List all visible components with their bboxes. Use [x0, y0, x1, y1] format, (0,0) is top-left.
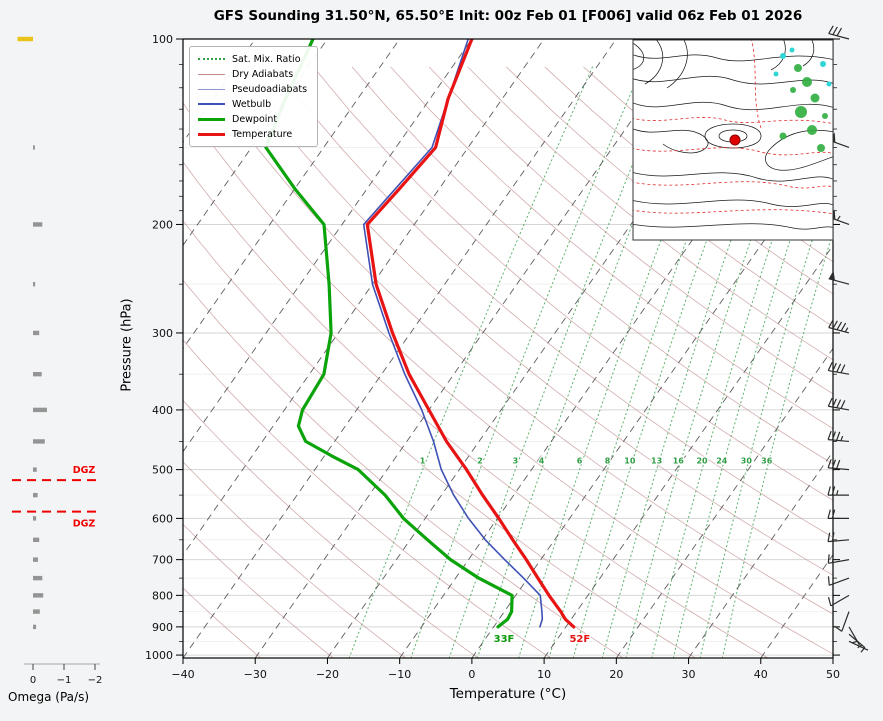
legend-item-pseudoadiabat: Pseudoadiabats: [198, 83, 307, 95]
svg-text:10: 10: [537, 668, 551, 681]
svg-text:DGZ: DGZ: [73, 519, 96, 530]
legend-line-sample-wetbulb: [198, 103, 225, 105]
wind-barb: [848, 640, 869, 653]
svg-text:300: 300: [152, 327, 173, 340]
wind-barb: [827, 509, 849, 519]
wind-barb: [827, 594, 850, 607]
legend-line-sample-temperature: [198, 132, 225, 136]
x-axis-label: Temperature (°C): [449, 686, 567, 702]
svg-text:40: 40: [754, 668, 768, 681]
legend-label: Sat. Mix. Ratio: [232, 53, 301, 65]
svg-text:13: 13: [651, 457, 662, 466]
svg-text:30: 30: [682, 668, 696, 681]
wind-barb: [827, 362, 850, 375]
wind-barb: [827, 430, 850, 443]
svg-text:800: 800: [152, 589, 173, 602]
legend-item-dryadiabat: Dry Adiabats: [198, 68, 307, 80]
svg-text:0: 0: [30, 675, 36, 686]
surface-value-labels: 33F 52F: [493, 633, 592, 646]
svg-text:4: 4: [539, 457, 545, 466]
omega-panel: 0 −1 −2: [17, 36, 103, 686]
legend-line-sample-dewpoint: [198, 117, 225, 121]
svg-text:−2: −2: [88, 675, 103, 686]
svg-text:700: 700: [152, 554, 173, 567]
axes: −40 −30 −20 −10 0 10 20 30 40 50 100 200 300 400 500 60…: [145, 33, 840, 681]
svg-text:6: 6: [577, 457, 583, 466]
wind-barb: [827, 397, 850, 411]
svg-text:500: 500: [152, 464, 173, 477]
inset-map: [632, 39, 834, 241]
mixing-ratio-labels: 1 2 3 4 6 8 10 13 16 20 24 30 36: [418, 455, 773, 467]
wind-barb: [828, 319, 850, 334]
svg-text:3: 3: [513, 457, 519, 466]
legend-label: Temperature: [232, 128, 293, 140]
svg-text:−40: −40: [171, 668, 194, 681]
station-location-dot: [729, 134, 741, 146]
svg-text:2: 2: [477, 457, 483, 466]
svg-text:−1: −1: [57, 675, 72, 686]
dewpoint-line: [264, 39, 514, 629]
svg-text:1000: 1000: [145, 649, 173, 662]
dgz-markers: DGZ DGZ: [12, 465, 101, 530]
svg-text:−10: −10: [388, 668, 411, 681]
wind-barbs: [827, 25, 869, 653]
svg-text:36: 36: [761, 457, 773, 466]
legend-label: Dewpoint: [232, 113, 278, 125]
wind-barb: [834, 611, 850, 632]
legend-line-sample-mixratio: [198, 58, 225, 60]
legend-item-wetbulb: Wetbulb: [198, 98, 307, 110]
svg-text:−20: −20: [316, 668, 339, 681]
wind-barb: [827, 576, 850, 586]
svg-text:0: 0: [468, 668, 475, 681]
svg-text:20: 20: [696, 457, 708, 466]
legend-label: Pseudoadiabats: [232, 83, 308, 95]
wind-barb: [827, 532, 850, 543]
omega-axis-label: Omega (Pa/s): [8, 690, 90, 704]
svg-text:100: 100: [152, 33, 173, 46]
svg-text:DGZ: DGZ: [73, 465, 96, 476]
svg-text:−30: −30: [244, 668, 267, 681]
temperature-line: [365, 39, 576, 629]
dry-adiabats: [183, 66, 833, 658]
svg-text:24: 24: [716, 457, 728, 466]
wind-barb: [848, 633, 866, 649]
legend-item-mixratio: Sat. Mix. Ratio: [198, 53, 307, 65]
wind-barb: [827, 486, 849, 496]
wind-barb: [828, 25, 850, 40]
svg-text:10: 10: [624, 457, 636, 466]
svg-text:52F: 52F: [569, 634, 590, 645]
wind-barb: [827, 459, 850, 471]
legend-item-temperature: Temperature: [198, 128, 307, 140]
svg-text:200: 200: [152, 218, 173, 231]
svg-text:900: 900: [152, 621, 173, 634]
chart-title: GFS Sounding 31.50°N, 65.50°E Init: 00z …: [213, 8, 803, 24]
svg-text:50: 50: [826, 668, 840, 681]
wind-barb: [828, 270, 850, 285]
svg-text:20: 20: [609, 668, 623, 681]
svg-text:30: 30: [741, 457, 753, 466]
legend: Sat. Mix. Ratio Dry Adiabats Pseudoadiabat…: [189, 46, 319, 147]
y-axis-label: Pressure (hPa): [119, 298, 135, 392]
legend-line-sample-pseudoadiabat: [198, 88, 225, 90]
wind-barb: [827, 554, 850, 564]
svg-text:16: 16: [673, 457, 685, 466]
svg-text:8: 8: [605, 457, 611, 466]
svg-text:600: 600: [152, 512, 173, 525]
svg-text:33F: 33F: [494, 634, 515, 645]
svg-text:1: 1: [420, 457, 426, 466]
wetbulb-line: [362, 39, 544, 628]
legend-item-dewpoint: Dewpoint: [198, 113, 307, 125]
legend-label: Dry Adiabats: [232, 68, 294, 80]
svg-text:400: 400: [152, 404, 173, 417]
legend-line-sample-dryadiabat: [198, 73, 225, 75]
legend-label: Wetbulb: [232, 98, 272, 110]
